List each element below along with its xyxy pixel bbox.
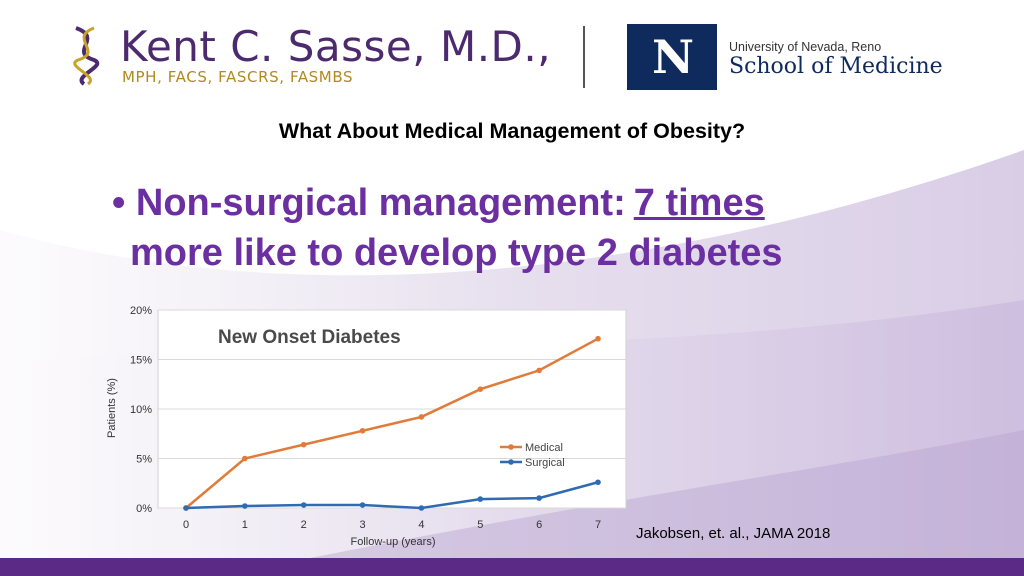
legend-marker: [508, 459, 514, 465]
logo-divider: [583, 26, 585, 88]
chart-container: 0% 5% 10% 15% 20% 0 1 2 3 4 5 6 7 New Onset Diabete…: [100, 300, 640, 555]
x-tick-label: 1: [242, 519, 248, 531]
legend-marker: [508, 444, 514, 450]
brand-logo: Kent C. Sasse, M.D., MPH, FACS, FASCRS, …: [64, 22, 564, 90]
x-tick-label: 4: [418, 519, 424, 531]
data-point-medical: [300, 441, 307, 448]
y-tick-labels: 0% 5% 10% 15% 20%: [130, 305, 152, 515]
unr-n-icon: N: [651, 30, 694, 84]
y-tick-label: 10%: [130, 404, 152, 416]
series-group: [183, 335, 601, 511]
data-point-medical: [477, 386, 484, 392]
x-tick-label: 0: [183, 519, 189, 531]
legend-label: Surgical: [525, 457, 565, 469]
y-tick-label: 20%: [130, 305, 152, 317]
y-axis-label: Patients (%): [106, 378, 118, 438]
chart-title: New Onset Diabetes: [218, 327, 401, 348]
data-point-medical: [536, 367, 542, 374]
series-line-surgical: [185, 481, 599, 510]
unr-school-label: School of Medicine: [729, 54, 943, 79]
gridlines: [158, 309, 626, 509]
line-chart: 0% 5% 10% 15% 20% 0 1 2 3 4 5 6 7 New Onset Diabete…: [106, 305, 627, 548]
data-point-surgical: [418, 505, 425, 511]
data-point-medical: [242, 455, 248, 462]
data-point-medical: [359, 427, 366, 434]
data-point-surgical: [536, 495, 542, 501]
x-tick-label: 6: [536, 519, 542, 531]
brand-name: Kent C. Sasse, M.D.,: [120, 22, 552, 71]
dna-helix-icon: [73, 26, 100, 86]
unr-logo: N: [627, 24, 717, 90]
data-point-surgical: [359, 502, 366, 508]
bullet-icon: •: [112, 182, 136, 224]
bullet-line-1: • Non-surgical management: 7 times: [112, 182, 765, 225]
data-point-surgical: [595, 479, 601, 486]
bullet-emphasis: 7 times: [633, 182, 765, 224]
y-tick-label: 0%: [136, 503, 152, 515]
x-tick-labels: 0 1 2 3 4 5 6 7: [183, 519, 601, 531]
unr-university-label: University of Nevada, Reno: [729, 40, 882, 54]
data-point-medical: [418, 414, 425, 420]
y-tick-label: 15%: [130, 355, 152, 367]
data-point-medical: [595, 335, 601, 342]
data-point-surgical: [300, 502, 307, 508]
slide-title: What About Medical Management of Obesity…: [278, 119, 746, 143]
x-tick-label: 5: [477, 519, 483, 531]
series-line-medical: [185, 337, 599, 509]
x-tick-label: 2: [301, 519, 307, 531]
legend-label: Medical: [525, 442, 563, 454]
brand-credentials: MPH, FACS, FASCRS, FASMBS: [122, 68, 354, 86]
bullet-line-2: more like to develop type 2 diabetes: [130, 232, 783, 274]
y-tick-label: 5%: [136, 454, 152, 466]
legend: Medical Surgical: [500, 442, 565, 469]
citation: Jakobsen, et. al., JAMA 2018: [636, 525, 831, 542]
bullet-text: Non-surgical management:: [135, 182, 626, 224]
x-axis-label: Follow-up (years): [351, 536, 436, 548]
footer-bar: [0, 558, 1024, 576]
data-point-surgical: [242, 503, 248, 509]
data-point-surgical: [477, 496, 484, 502]
x-tick-label: 7: [595, 519, 601, 531]
x-tick-label: 3: [360, 519, 366, 531]
data-point-surgical: [183, 505, 189, 511]
